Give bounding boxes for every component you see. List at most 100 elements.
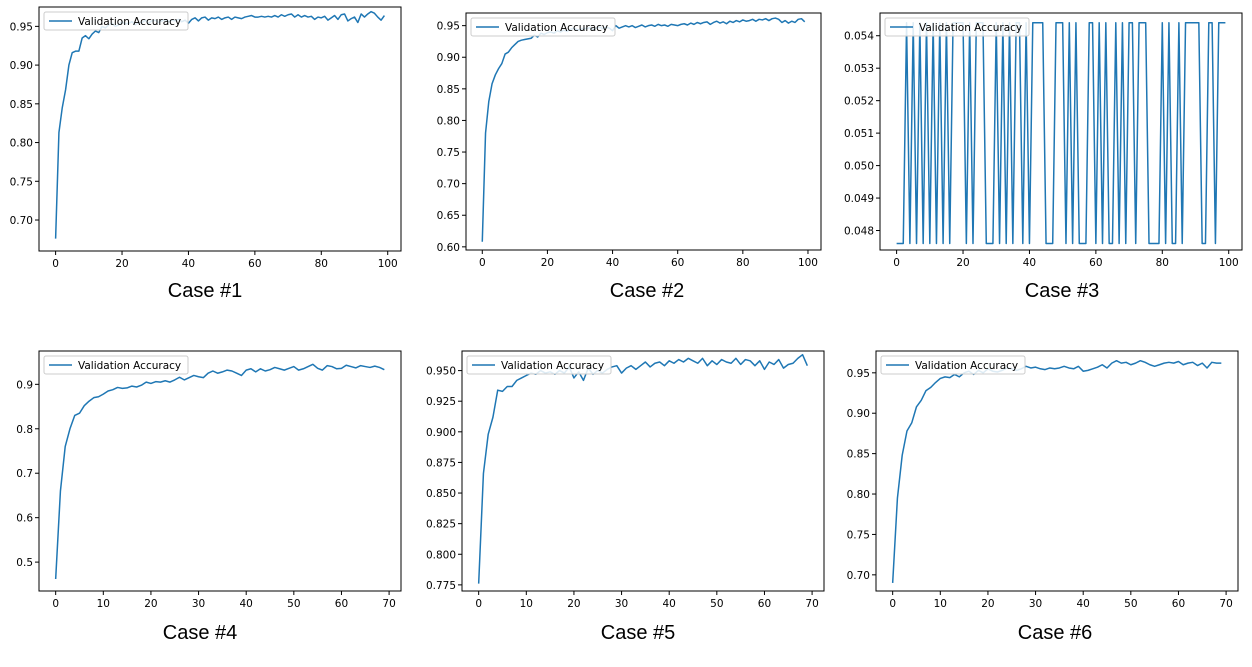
series-line — [54, 363, 385, 580]
legend-box — [470, 17, 616, 37]
y-tick-label: 0.90 — [847, 408, 870, 420]
y-tick-label: 0.7 — [16, 468, 33, 480]
y-tick-label: 0.5 — [16, 557, 33, 569]
x-tick-label: 20 — [981, 598, 994, 610]
chart-6: 0 10 20 30 40 50 60 70 0.70 0.75 0.80 0.85 0.90 0.95 V… — [847, 350, 1239, 610]
series-line — [891, 359, 1222, 583]
x-tick-label: 50 — [287, 598, 300, 610]
x-tick-label: 40 — [1077, 598, 1090, 610]
y-tick-label: 0.80 — [847, 489, 870, 501]
x-tick-label: 20 — [115, 258, 128, 270]
x-tick-label: 100 — [1219, 257, 1239, 269]
x-tick-label: 0 — [52, 598, 59, 610]
plot-frame — [461, 350, 825, 592]
x-tick-label: 10 — [520, 598, 533, 610]
legend: Validation Accuracy — [880, 355, 1026, 375]
y-tick-label: 0.75 — [847, 529, 870, 541]
case-label-6: Case #6 — [1017, 622, 1093, 644]
plot-frame — [875, 350, 1239, 592]
x-tick-label: 30 — [615, 598, 628, 610]
x-tick-label: 70 — [1219, 598, 1232, 610]
y-tick-label: 0.6 — [16, 513, 33, 525]
x-tick-label: 80 — [315, 258, 328, 270]
chart-2: 0 20 40 60 80 100 0.60 0.65 0.70 0.75 0.80 0.85 0.90… — [437, 12, 822, 269]
legend-box — [884, 17, 1030, 37]
x-tick-label: 50 — [1124, 598, 1137, 610]
y-tick-label: 0.900 — [426, 427, 456, 439]
y-tick-label: 0.85 — [10, 99, 33, 111]
y-tick-label: 0.052 — [844, 96, 874, 108]
x-tick-label: 100 — [378, 258, 398, 270]
legend-label: Validation Accuracy — [501, 360, 604, 372]
x-tick-label: 60 — [758, 598, 771, 610]
x-tick-label: 20 — [956, 257, 969, 269]
x-tick-label: 60 — [248, 258, 261, 270]
y-tick-label: 0.800 — [426, 549, 456, 561]
y-tick-label: 0.95 — [437, 21, 460, 33]
y-tick-label: 0.850 — [426, 488, 456, 500]
y-tick-label: 0.049 — [844, 193, 874, 205]
series-line — [481, 17, 806, 242]
legend-label: Validation Accuracy — [915, 360, 1018, 372]
x-tick-label: 40 — [182, 258, 195, 270]
y-tick-label: 0.85 — [437, 84, 460, 96]
legend-box — [43, 11, 189, 31]
x-tick-label: 0 — [479, 257, 486, 269]
y-tick-label: 0.70 — [847, 570, 870, 582]
x-tick-label: 60 — [671, 257, 684, 269]
legend-box — [466, 355, 612, 375]
legend-box — [880, 355, 1026, 375]
legend: Validation Accuracy — [43, 11, 189, 31]
x-tick-label: 20 — [144, 598, 157, 610]
chart-4: 0 10 20 30 40 50 60 70 0.5 0.6 0.7 0.8 0.9 Validation… — [16, 350, 402, 610]
y-tick-label: 0.925 — [426, 396, 456, 408]
x-tick-label: 0 — [889, 598, 896, 610]
x-tick-label: 20 — [567, 598, 580, 610]
series-line — [54, 10, 386, 239]
plot-frame — [879, 12, 1243, 251]
x-tick-label: 100 — [798, 257, 818, 269]
y-tick-label: 0.70 — [10, 215, 33, 227]
x-tick-label: 80 — [736, 257, 749, 269]
legend-label: Validation Accuracy — [505, 22, 608, 34]
y-tick-label: 0.9 — [16, 379, 33, 391]
chart-1: 0 20 40 60 80 100 0.70 0.75 0.80 0.85 0.90 0.95 Vali… — [10, 6, 402, 270]
legend: Validation Accuracy — [884, 17, 1030, 37]
legend-label: Validation Accuracy — [78, 360, 181, 372]
x-tick-label: 30 — [1029, 598, 1042, 610]
y-tick-label: 0.75 — [10, 176, 33, 188]
x-tick-label: 40 — [663, 598, 676, 610]
chart-3: 0 20 40 60 80 100 0.048 0.049 0.050 0.051 0.052 0.0… — [844, 12, 1243, 269]
y-tick-label: 0.95 — [847, 368, 870, 380]
x-tick-label: 40 — [1023, 257, 1036, 269]
plot-frame — [38, 350, 402, 592]
x-tick-label: 40 — [606, 257, 619, 269]
legend-box — [43, 355, 189, 375]
plot-frame — [38, 6, 402, 252]
y-tick-label: 0.90 — [10, 60, 33, 72]
y-tick-label: 0.050 — [844, 161, 874, 173]
y-tick-label: 0.051 — [844, 128, 874, 140]
legend-label: Validation Accuracy — [919, 22, 1022, 34]
x-tick-label: 30 — [192, 598, 205, 610]
legend: Validation Accuracy — [470, 17, 616, 37]
y-tick-label: 0.8 — [16, 424, 33, 436]
case-label-2: Case #2 — [609, 280, 685, 302]
case-label-5: Case #5 — [600, 622, 676, 644]
x-tick-label: 0 — [52, 258, 59, 270]
x-tick-label: 70 — [382, 598, 395, 610]
y-tick-label: 0.75 — [437, 147, 460, 159]
legend: Validation Accuracy — [43, 355, 189, 375]
x-tick-label: 80 — [1156, 257, 1169, 269]
y-tick-label: 0.80 — [10, 138, 33, 150]
chart-5: 0 10 20 30 40 50 60 70 0.775 0.800 0.825 0.850 0.875… — [426, 350, 825, 610]
y-tick-label: 0.875 — [426, 457, 456, 469]
y-tick-label: 0.950 — [426, 366, 456, 378]
x-tick-label: 70 — [805, 598, 818, 610]
case-label-4: Case #4 — [162, 622, 238, 644]
series-line — [896, 21, 1226, 245]
series-line — [477, 353, 809, 584]
y-tick-label: 0.60 — [437, 242, 460, 254]
